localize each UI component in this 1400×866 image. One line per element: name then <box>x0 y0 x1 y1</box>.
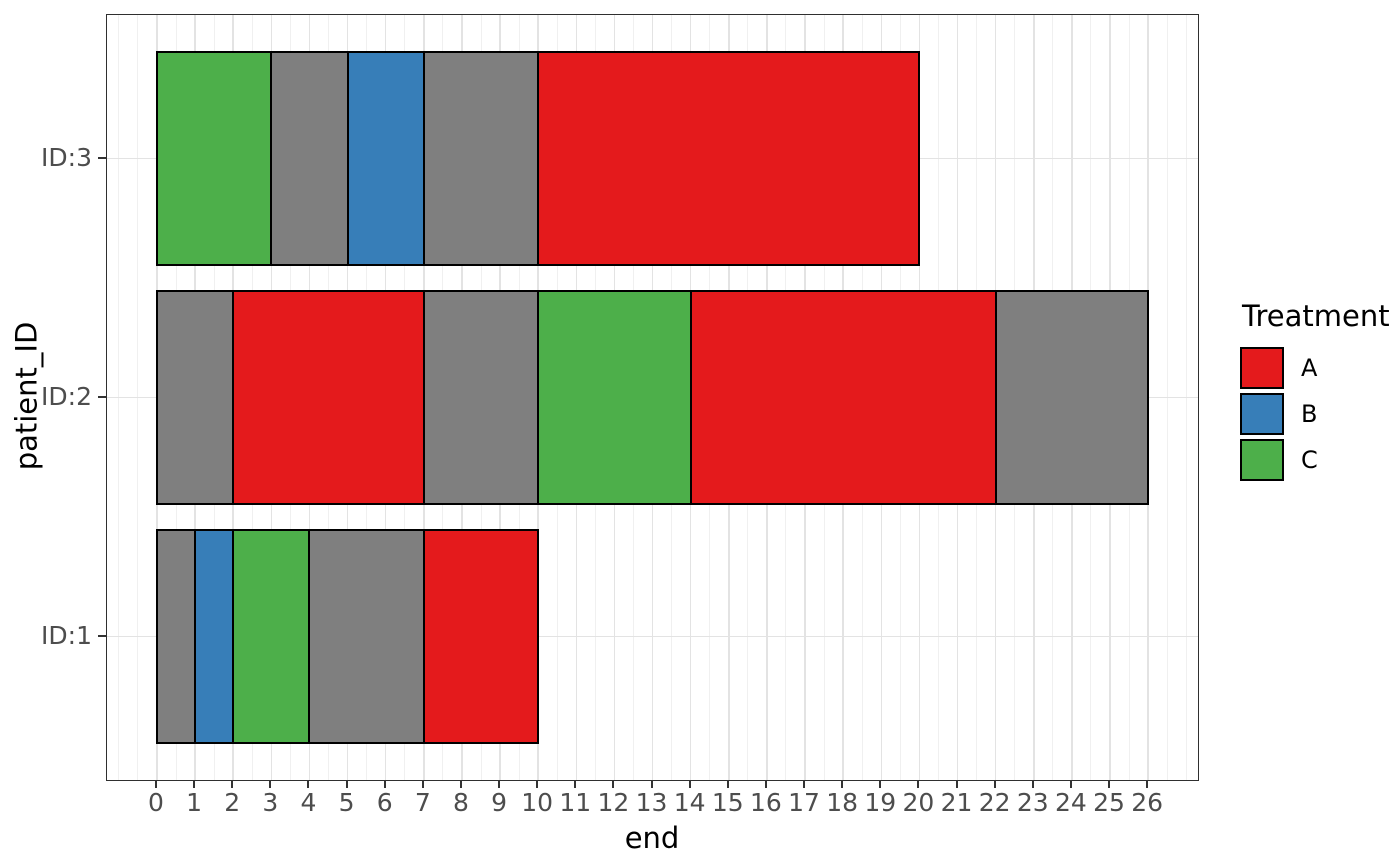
x-axis-tick-label: 17 <box>788 788 820 817</box>
x-axis-tick <box>688 780 691 788</box>
bar-segment <box>346 51 425 266</box>
bar-segment <box>994 290 1150 505</box>
bar-segment <box>232 529 311 744</box>
x-axis-tick-label: 3 <box>262 788 279 817</box>
grid-major-hline <box>107 635 1198 638</box>
x-axis-tick-label: 23 <box>1016 788 1049 817</box>
x-axis-tick <box>803 780 806 788</box>
bar-segment <box>308 529 425 744</box>
x-axis-tick <box>269 780 272 788</box>
x-axis-tick <box>726 780 729 788</box>
bar-segment <box>270 51 349 266</box>
y-axis-tick-label: ID:3 <box>41 142 92 172</box>
x-axis-tick <box>1069 780 1072 788</box>
legend-label: B <box>1301 400 1318 428</box>
bar-segment <box>156 290 235 505</box>
x-axis-tick-label: 14 <box>673 788 706 817</box>
x-axis-tick <box>1031 780 1034 788</box>
x-axis-tick-label: 10 <box>521 788 554 817</box>
x-axis-tick <box>841 780 844 788</box>
x-axis-tick <box>536 780 539 788</box>
y-axis-tick <box>98 156 106 159</box>
x-axis-tick-label: 18 <box>826 788 859 817</box>
x-axis-tick <box>574 780 577 788</box>
x-axis-tick <box>231 780 234 788</box>
bar-segment <box>422 529 540 744</box>
x-axis-tick <box>345 780 348 788</box>
y-axis-tick <box>98 634 106 637</box>
x-axis-tick <box>955 780 958 788</box>
x-axis-tick-label: 6 <box>376 788 393 817</box>
x-axis-title: end <box>624 821 680 855</box>
legend-entry: C <box>1240 439 1400 481</box>
legend-entry: A <box>1240 347 1400 389</box>
x-axis-tick-label: 13 <box>635 788 668 817</box>
x-axis-tick <box>993 780 996 788</box>
x-axis-tick-label: 9 <box>491 788 508 817</box>
bar-segment <box>537 290 692 505</box>
y-axis-tick-label: ID:1 <box>41 620 92 650</box>
x-axis-tick-label: 26 <box>1131 788 1164 817</box>
y-axis-title: patient_ID <box>9 321 43 471</box>
x-axis-tick <box>155 780 157 788</box>
x-axis-tick-label: 25 <box>1093 788 1125 817</box>
x-axis-tick-label: 0 <box>148 788 164 817</box>
x-axis-tick-label: 21 <box>940 788 973 817</box>
bar-segment <box>537 51 921 266</box>
bar-segment <box>194 529 235 744</box>
y-axis-tick <box>98 395 106 398</box>
plot-panel <box>106 14 1199 781</box>
bar-segment <box>156 51 273 266</box>
x-axis-tick-label: 1 <box>186 788 203 817</box>
x-axis-tick <box>1108 780 1110 788</box>
x-axis-tick <box>917 780 920 788</box>
x-axis-tick-label: 12 <box>597 788 630 817</box>
x-axis-tick <box>459 780 462 788</box>
x-axis-tick-label: 22 <box>978 788 1011 817</box>
x-axis-tick-label: 16 <box>750 788 782 817</box>
x-axis-tick <box>650 780 653 788</box>
x-axis-tick <box>307 780 310 788</box>
legend-title: Treatment <box>1242 299 1390 333</box>
x-axis-tick <box>498 780 501 788</box>
x-axis-tick-label: 4 <box>300 788 317 817</box>
x-axis-tick <box>193 780 196 788</box>
x-axis-tick-label: 19 <box>864 788 897 817</box>
legend-entry: B <box>1240 393 1400 435</box>
legend-swatch-a <box>1240 347 1284 389</box>
bar-segment <box>422 290 540 505</box>
x-axis-tick <box>612 780 615 788</box>
x-axis-tick-label: 11 <box>559 788 592 817</box>
x-axis-tick-label: 5 <box>338 788 355 817</box>
bar-segment <box>689 290 997 505</box>
x-axis-tick-label: 2 <box>224 788 241 817</box>
bar-segment <box>422 51 540 266</box>
x-axis-tick <box>421 780 424 788</box>
legend-label: A <box>1301 354 1318 382</box>
legend-swatch-c <box>1240 439 1284 481</box>
x-axis-tick-label: 24 <box>1054 788 1087 817</box>
x-axis-tick-label: 20 <box>902 788 935 817</box>
legend-label: C <box>1301 446 1318 474</box>
x-axis-tick <box>1146 780 1149 788</box>
x-axis-tick <box>383 780 386 788</box>
y-axis-tick-label: ID:2 <box>41 381 92 411</box>
x-axis-tick-label: 15 <box>711 788 744 817</box>
bar-segment <box>232 290 425 505</box>
x-axis-tick <box>879 780 882 788</box>
bar-segment <box>156 529 197 744</box>
x-axis-tick <box>764 780 767 788</box>
x-axis-tick-label: 7 <box>414 788 431 817</box>
legend-swatch-b <box>1240 393 1284 435</box>
x-axis-tick-label: 8 <box>453 788 469 817</box>
